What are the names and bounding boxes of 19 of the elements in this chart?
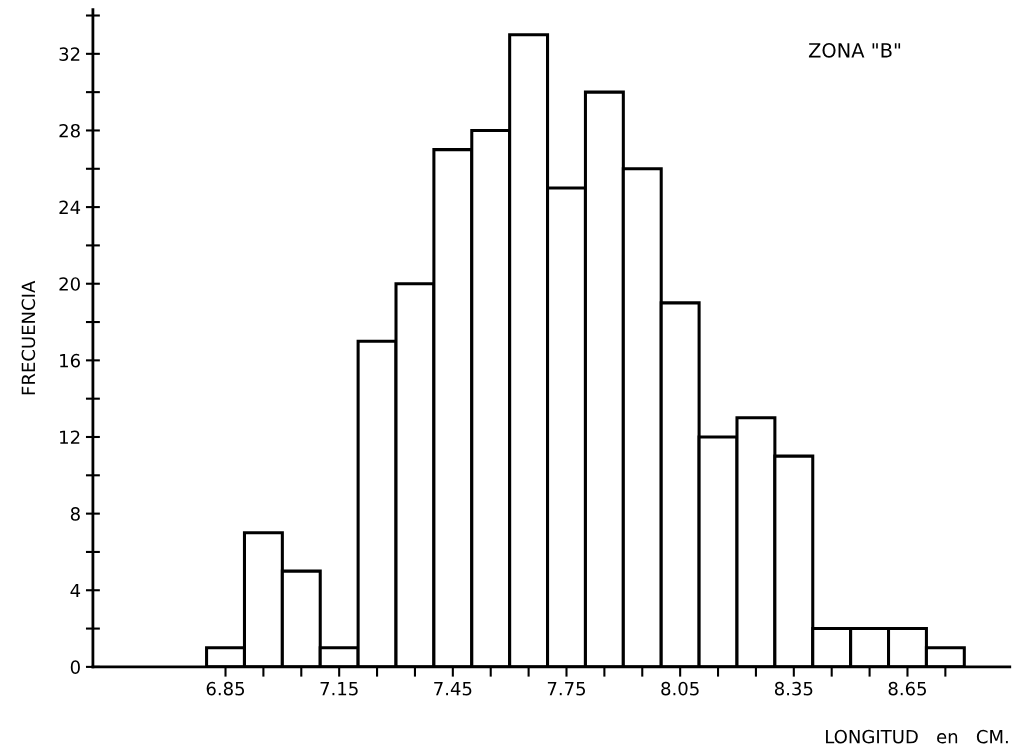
x-tick-label: 8.35 <box>774 681 813 696</box>
y-tick-label: 4 <box>70 583 81 598</box>
x-tick-label: 7.45 <box>434 682 472 696</box>
y-axis-title: FRECUENCIA <box>21 280 36 395</box>
x-tick-label: 7.15 <box>320 682 358 696</box>
annotation: ZONA "B" <box>808 42 901 58</box>
x-axis-title: LONGITUD en CM. <box>826 729 1008 744</box>
x-tick-label: 8.05 <box>661 681 699 696</box>
y-tick-label: 32 <box>59 47 80 61</box>
x-tick-label: 6.85 <box>206 681 245 696</box>
y-tick-label: 28 <box>59 123 80 138</box>
y-tick-label: 0 <box>70 660 80 674</box>
y-tick-label: 12 <box>60 430 80 444</box>
y-tick-label: 16 <box>60 353 80 368</box>
y-tick-label: 20 <box>59 277 80 291</box>
x-tick-label: 7.75 <box>547 682 586 696</box>
x-tick-label: 8.65 <box>888 681 926 696</box>
y-tick-label: 24 <box>59 200 81 214</box>
y-tick-label: 8 <box>70 507 80 521</box>
